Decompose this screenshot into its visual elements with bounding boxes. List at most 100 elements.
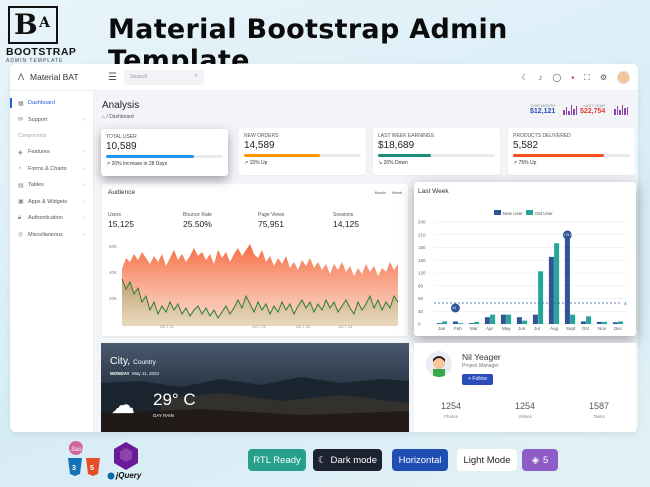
- follow-button[interactable]: + Follow: [462, 374, 493, 385]
- profile-name: Nil Yeager: [462, 352, 501, 362]
- y-tick-label: 180: [418, 245, 426, 250]
- trend-down-icon: ↘: [378, 159, 383, 166]
- stat-card-last-week-earnings[interactable]: LAST WEEK EARNINGS $18,689 ↘ 20% Down: [373, 128, 500, 175]
- x-tick-label: Dec: [614, 326, 623, 331]
- y-tick-label: 90: [418, 283, 424, 288]
- sidebar-item-features[interactable]: ◈ Features ›: [18, 149, 85, 156]
- legend-swatch-old: [526, 210, 533, 215]
- app-brand[interactable]: Ʌ Material BAT: [18, 72, 79, 82]
- audience-area-chart: 60K 40K 20K OCT 21 OCT 22 OCT 23 OCT 24: [109, 244, 399, 329]
- audience-stat-pageviews: Page Views 75,951: [258, 212, 285, 229]
- chevron-right-icon: ›: [83, 198, 85, 205]
- stat-card-total-user[interactable]: TOTAL USER 10,589 ↗ 20% Increase in 28 D…: [101, 129, 228, 176]
- brand-name: Material BAT: [30, 72, 79, 82]
- profile-avatar: [426, 351, 452, 377]
- progress-fill: [513, 154, 605, 157]
- bar: [554, 243, 560, 324]
- person-icon: [433, 356, 445, 377]
- bar: [484, 317, 490, 324]
- chat-icon[interactable]: ◯: [552, 73, 562, 82]
- audience-series-2: [122, 279, 398, 326]
- chevron-right-icon: ›: [83, 182, 85, 189]
- svg-text:3: 3: [72, 465, 76, 472]
- weather-card: City, Country MONDAY May 11, 2023 ☁ 29° …: [101, 343, 409, 432]
- jquery-label: jQuery: [116, 471, 142, 480]
- bell-icon[interactable]: ♪: [538, 73, 543, 82]
- search-placeholder: Search: [130, 74, 148, 80]
- sidebar: ▦ Dashboard ✉ Support › Components ◈ Feature…: [10, 91, 94, 432]
- profile-stats: 1254 Photos 1254 Videos 1587 Tasks: [414, 401, 636, 419]
- bar: [564, 231, 570, 324]
- logo-wordmark: BOOTSTRAP: [6, 46, 77, 58]
- search-input[interactable]: Search ⌕: [124, 70, 204, 85]
- stat-card-products-delivered[interactable]: PRODUCTS DELIVERED 5,582 ↗ 75% Up: [508, 128, 635, 175]
- menu-icon[interactable]: ☰: [108, 72, 117, 83]
- bar: [458, 323, 464, 324]
- progress-track: [513, 154, 630, 157]
- html5-icon: [86, 458, 100, 476]
- bar: [436, 323, 442, 324]
- weather-temp: 29° C: [153, 390, 196, 409]
- y-tick-label: 240: [418, 220, 426, 225]
- sass-icon: [69, 441, 83, 455]
- bar: [612, 322, 618, 324]
- tab-month[interactable]: Month: [374, 190, 386, 195]
- bar: [490, 314, 496, 324]
- x-tick-label: Oct: [582, 326, 590, 331]
- audience-stat-users: Users 15,125: [108, 212, 134, 229]
- stat-card-new-orders[interactable]: NEW ORDERS 14,589 ↗ 15% Up: [239, 128, 366, 175]
- y-label: 40K: [109, 270, 117, 275]
- user-avatar[interactable]: [617, 71, 630, 84]
- legend-new-user: New User: [503, 211, 523, 216]
- y-tick-label: 150: [418, 258, 426, 263]
- svg-text:5: 5: [90, 465, 94, 472]
- settings-icon[interactable]: ⚙: [599, 73, 607, 82]
- sidebar-item-miscellaneous[interactable]: ◎ Miscellaneous ›: [18, 231, 85, 239]
- last-week-bar-chart: New User Old User 0 30 60 90 120 150 180 210 240…: [418, 210, 627, 331]
- profile-role: Project Manager: [462, 363, 499, 369]
- bar: [586, 316, 592, 324]
- flag-icon[interactable]: ▪: [571, 73, 575, 82]
- home-icon[interactable]: ⌂: [102, 114, 106, 120]
- x-label: OCT 21: [160, 324, 175, 329]
- progress-fill: [378, 154, 431, 157]
- y-tick-label: 60: [418, 296, 424, 301]
- dashboard-icon: ▦: [18, 100, 24, 107]
- light-mode-badge: Light Mode: [457, 449, 517, 471]
- sidebar-item-apps-widgets[interactable]: ▣ Apps & Widgets ›: [18, 198, 85, 206]
- progress-fill: [106, 155, 194, 158]
- tab-week[interactable]: Week: [391, 190, 402, 195]
- x-tick-label: Jun: [518, 326, 526, 331]
- rtl-ready-badge: RTL Ready: [248, 449, 306, 471]
- y-tick-label: 30: [418, 309, 424, 314]
- bar: [580, 321, 586, 324]
- legend-old-user: Old User: [535, 211, 553, 216]
- layers-icon: ◈: [531, 454, 539, 466]
- chevron-right-icon: ›: [83, 149, 85, 156]
- sidebar-item-support[interactable]: ✉ Support ›: [18, 116, 85, 124]
- misc-icon: ◎: [18, 232, 24, 239]
- bar: [442, 321, 448, 324]
- search-icon: ⌕: [194, 73, 198, 79]
- sidebar-item-forms-charts[interactable]: ◔ Forms & Charts ›: [18, 165, 85, 172]
- audience-series-2-line: [121, 278, 399, 319]
- topbar: Ʌ Material BAT ☰ Search ⌕ ☾ ♪ ◯ ▪ ⛶ ⚙: [10, 64, 638, 91]
- bar: [468, 323, 474, 324]
- profile-stat-videos: 1254 Videos: [514, 401, 536, 419]
- sidebar-item-authentication[interactable]: 🔒︎ Authentication ›: [18, 214, 85, 222]
- this-month-sparkbar: [563, 105, 577, 115]
- support-icon: ✉: [18, 117, 24, 124]
- x-label: OCT 23: [296, 324, 311, 329]
- sidebar-section-label: Components: [18, 133, 47, 139]
- bar: [532, 314, 538, 324]
- fullscreen-icon[interactable]: ⛶: [584, 72, 590, 82]
- audience-stats: Users 15,125 Bounce Rate 25.50% Page Views…: [108, 212, 408, 229]
- trend-icon: ↗: [106, 160, 111, 167]
- bar: [522, 320, 528, 324]
- y-tick-label: 120: [418, 271, 426, 276]
- dark-mode-icon[interactable]: ☾: [521, 73, 529, 82]
- sidebar-item-dashboard[interactable]: ▦ Dashboard: [10, 95, 93, 112]
- sidebar-item-tables[interactable]: ▤ Tables ›: [18, 182, 85, 189]
- audience-title: Audience: [108, 189, 136, 196]
